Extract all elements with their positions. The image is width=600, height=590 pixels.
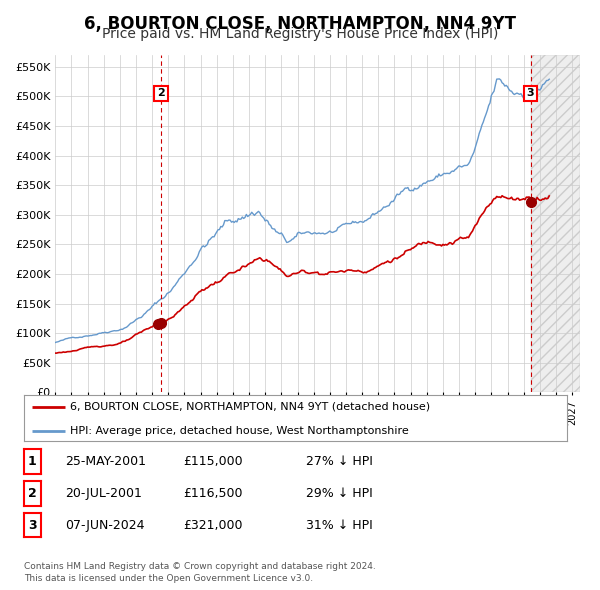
Text: 2: 2 — [28, 487, 37, 500]
Text: 3: 3 — [527, 88, 535, 99]
Text: £115,000: £115,000 — [183, 455, 242, 468]
Text: Contains HM Land Registry data © Crown copyright and database right 2024.: Contains HM Land Registry data © Crown c… — [24, 562, 376, 571]
Text: 20-JUL-2001: 20-JUL-2001 — [65, 487, 142, 500]
Text: 2: 2 — [157, 88, 165, 99]
Bar — [530, 55, 580, 392]
Text: 1: 1 — [28, 455, 37, 468]
Text: 25-MAY-2001: 25-MAY-2001 — [65, 455, 146, 468]
Text: 27% ↓ HPI: 27% ↓ HPI — [306, 455, 373, 468]
Text: 31% ↓ HPI: 31% ↓ HPI — [306, 519, 373, 532]
Text: Price paid vs. HM Land Registry's House Price Index (HPI): Price paid vs. HM Land Registry's House … — [102, 27, 498, 41]
Text: 3: 3 — [28, 519, 37, 532]
Text: 6, BOURTON CLOSE, NORTHAMPTON, NN4 9YT (detached house): 6, BOURTON CLOSE, NORTHAMPTON, NN4 9YT (… — [70, 402, 430, 412]
Text: £116,500: £116,500 — [183, 487, 242, 500]
Text: 07-JUN-2024: 07-JUN-2024 — [65, 519, 145, 532]
Text: 29% ↓ HPI: 29% ↓ HPI — [306, 487, 373, 500]
Text: This data is licensed under the Open Government Licence v3.0.: This data is licensed under the Open Gov… — [24, 573, 313, 582]
Text: 6, BOURTON CLOSE, NORTHAMPTON, NN4 9YT: 6, BOURTON CLOSE, NORTHAMPTON, NN4 9YT — [84, 15, 516, 34]
Text: HPI: Average price, detached house, West Northamptonshire: HPI: Average price, detached house, West… — [70, 426, 409, 436]
Text: £321,000: £321,000 — [183, 519, 242, 532]
